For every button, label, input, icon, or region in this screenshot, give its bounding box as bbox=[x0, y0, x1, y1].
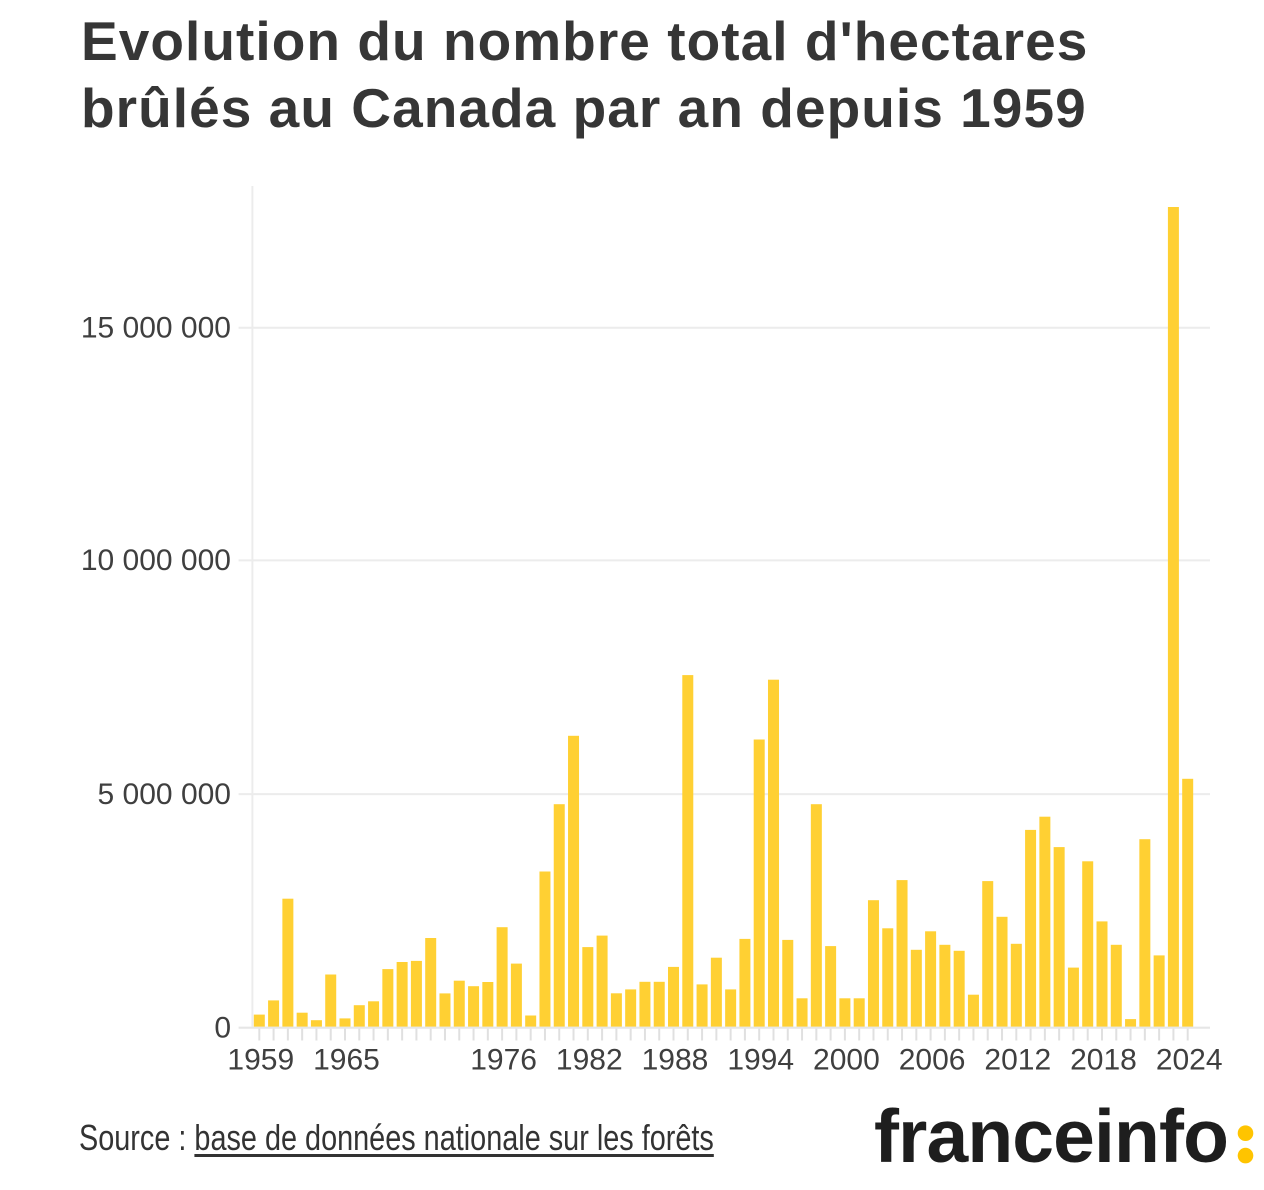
svg-text:15 000 000: 15 000 000 bbox=[81, 312, 231, 345]
svg-text:2018: 2018 bbox=[1070, 1043, 1137, 1076]
svg-text:1959: 1959 bbox=[227, 1043, 294, 1076]
svg-text:10 000 000: 10 000 000 bbox=[81, 544, 231, 577]
svg-text:2006: 2006 bbox=[899, 1043, 966, 1076]
svg-text:0: 0 bbox=[214, 1012, 231, 1045]
svg-text:1982: 1982 bbox=[556, 1043, 623, 1076]
svg-text:1988: 1988 bbox=[642, 1043, 709, 1076]
svg-text:2000: 2000 bbox=[813, 1043, 880, 1076]
svg-text:2024: 2024 bbox=[1156, 1043, 1223, 1076]
svg-text:1965: 1965 bbox=[313, 1043, 380, 1076]
svg-text:1994: 1994 bbox=[727, 1043, 794, 1076]
svg-text:1976: 1976 bbox=[470, 1043, 537, 1076]
svg-text:5 000 000: 5 000 000 bbox=[98, 778, 231, 811]
svg-text:2012: 2012 bbox=[984, 1043, 1051, 1076]
